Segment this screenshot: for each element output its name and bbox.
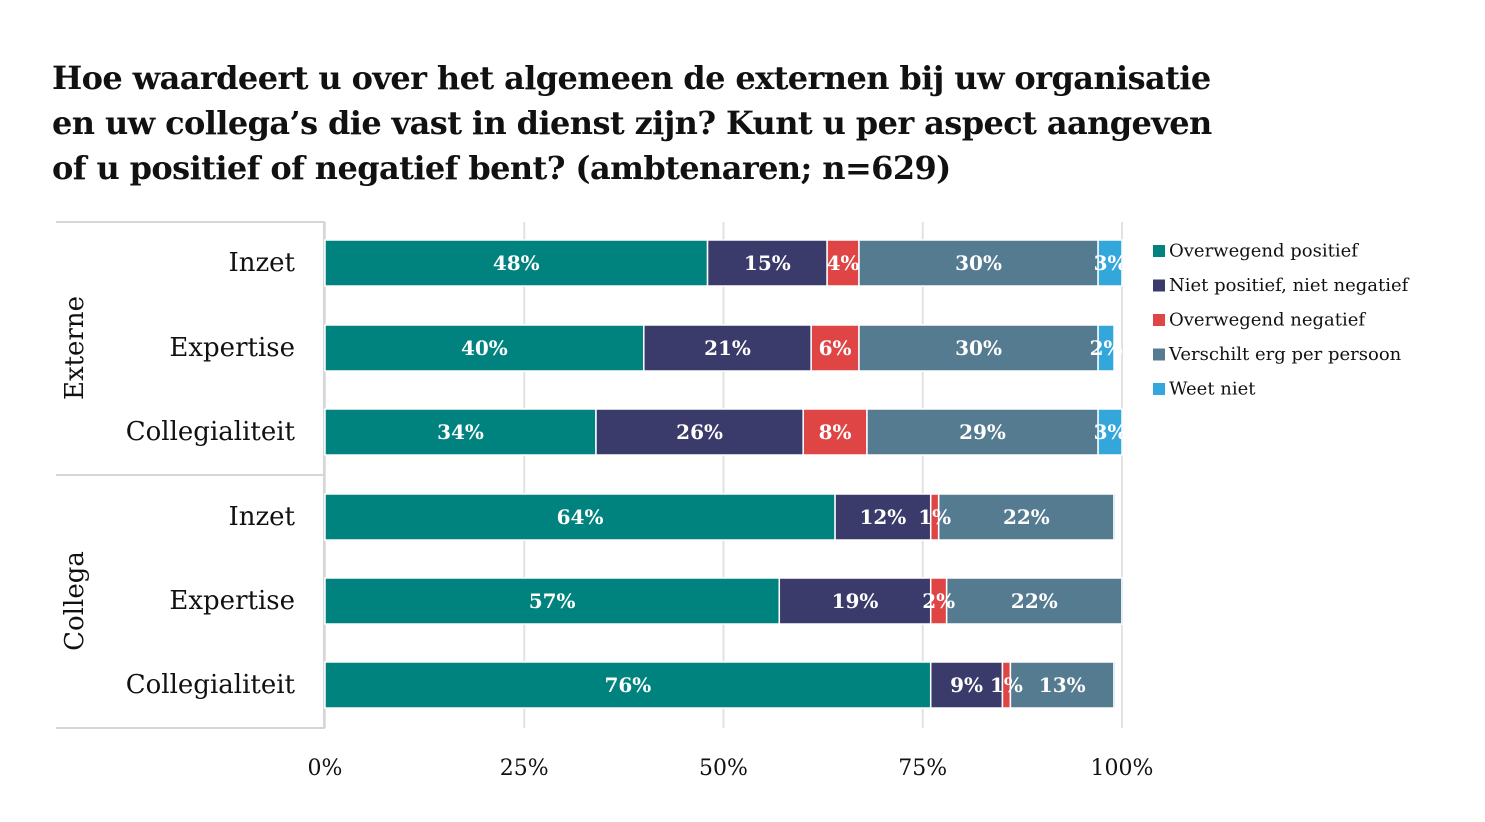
legend-label: Weet niet [1169, 379, 1256, 400]
bar-segment [866, 408, 1099, 456]
category-label: Collegialiteit [126, 670, 296, 700]
bar-segment [937, 493, 1115, 541]
data-label: 8% [819, 420, 852, 444]
bar-segment [324, 493, 836, 541]
category-label: Collegialiteit [126, 417, 296, 447]
group-label: Collega [60, 551, 90, 651]
bar-segment [1121, 577, 1125, 625]
bar-segment [595, 408, 804, 456]
title-line-2: en uw collega’s die vast in dienst zijn?… [52, 104, 1212, 142]
x-tick-label: 25% [500, 756, 549, 781]
chart-title: Hoe waardeert u over het algemeen de ext… [52, 56, 1252, 191]
legend-label: Overwegend negatief [1169, 310, 1366, 331]
legend-swatch [1153, 279, 1165, 292]
data-label: 40% [461, 336, 508, 360]
data-label: 64% [557, 505, 604, 529]
data-label: 15% [744, 251, 791, 275]
category-label: Expertise [169, 333, 295, 363]
legend-label: Verschilt erg per persoon [1168, 344, 1402, 365]
bar-segment [1113, 661, 1117, 709]
data-label: 13% [1039, 673, 1086, 697]
legend-swatch [1153, 314, 1165, 326]
data-label: 2% [1090, 336, 1123, 360]
category-label: Inzet [228, 502, 295, 532]
bar-segment [1097, 408, 1123, 456]
bar-segment [834, 493, 932, 541]
bar-segment [1097, 324, 1115, 372]
bar-segment [324, 408, 597, 456]
data-label: 21% [704, 336, 751, 360]
data-label: 1% [990, 673, 1023, 697]
bar-segment [324, 577, 781, 625]
data-label: 4% [827, 251, 860, 275]
data-label: 30% [955, 336, 1002, 360]
bar-segment [643, 324, 812, 372]
bar-segment [858, 239, 1099, 287]
group-label: Externe [60, 296, 90, 400]
title-line-1: Hoe waardeert u over het algemeen de ext… [52, 59, 1211, 97]
data-label: 29% [959, 420, 1006, 444]
x-tick-label: 0% [308, 756, 343, 781]
title-line-3: of u positief of negatief bent? (ambtena… [52, 149, 951, 187]
legend-swatch [1153, 383, 1165, 395]
category-label: Expertise [169, 586, 295, 616]
data-label: 2% [922, 589, 955, 613]
legend-label: Niet positief, niet negatief [1169, 275, 1410, 296]
bar-segment [1097, 239, 1123, 287]
bar-segment [706, 239, 828, 287]
data-label: 30% [955, 251, 1002, 275]
data-label: 19% [832, 589, 879, 613]
bar-segment [324, 324, 645, 372]
data-label: 76% [604, 673, 651, 697]
data-label: 6% [819, 336, 852, 360]
data-label: 26% [676, 420, 723, 444]
data-label: 34% [437, 420, 484, 444]
data-label: 57% [529, 589, 576, 613]
data-label: 1% [918, 505, 951, 529]
data-label: 9% [950, 673, 983, 697]
bar-segment [1113, 493, 1117, 541]
data-label: 22% [1003, 505, 1050, 529]
legend-swatch [1153, 245, 1165, 257]
legend-label: Overwegend positief [1169, 241, 1359, 262]
data-label: 3% [1094, 251, 1127, 275]
category-label: Inzet [228, 248, 295, 278]
data-label: 48% [493, 251, 540, 275]
data-label: 3% [1094, 420, 1127, 444]
x-tick-label: 75% [898, 756, 947, 781]
x-tick-label: 100% [1091, 756, 1154, 781]
x-tick-label: 50% [699, 756, 748, 781]
data-label: 12% [859, 505, 906, 529]
bar-segment [778, 577, 932, 625]
legend-swatch [1153, 348, 1165, 361]
bar-segment [324, 661, 932, 709]
bar-segment [858, 324, 1099, 372]
bar-segment [802, 408, 868, 456]
data-label: 22% [1011, 589, 1058, 613]
bar-segment [929, 661, 1004, 709]
